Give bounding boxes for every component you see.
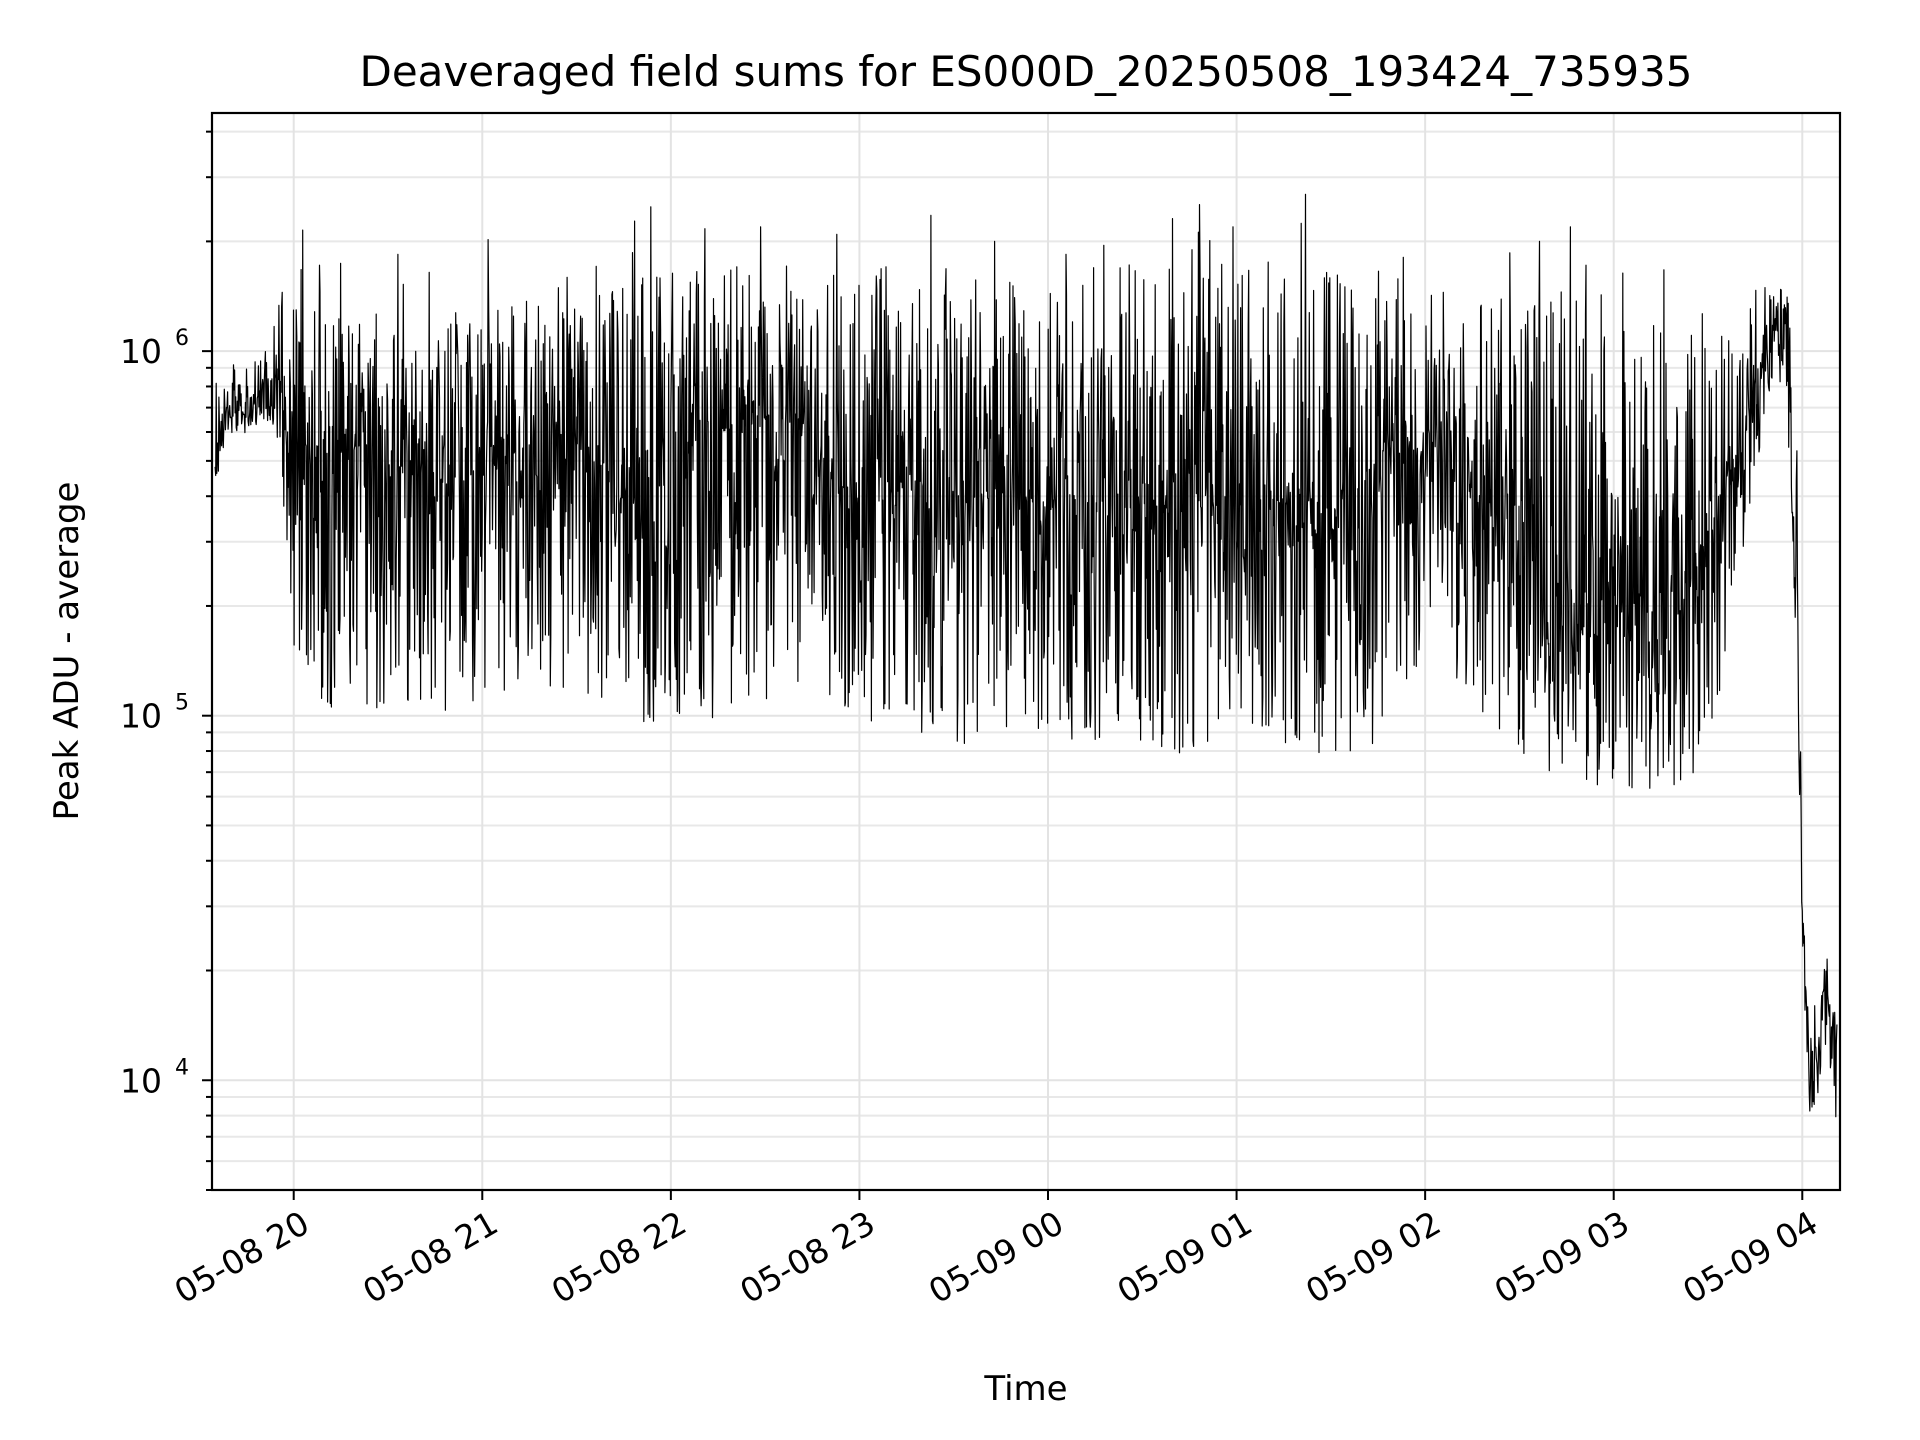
y-tick-exponent: 6: [175, 326, 189, 351]
x-tick-label: 05-09 03: [1488, 1203, 1636, 1311]
y-tick-label: 10: [120, 1061, 162, 1100]
y-tick-exponent: 4: [175, 1055, 189, 1080]
x-tick-label: 05-09 04: [1676, 1203, 1824, 1311]
y-axis-label: Peak ADU - average: [47, 482, 87, 821]
chart-title: Deaveraged field sums for ES000D_2025050…: [360, 47, 1693, 96]
x-tick-label: 05-08 21: [356, 1203, 504, 1311]
y-tick-label: 10: [120, 697, 162, 736]
y-tick-exponent: 5: [175, 691, 189, 716]
plot-frame: [210, 111, 1842, 1192]
series-line-peak-adu: [214, 193, 1838, 1118]
x-tick-label: 05-08 22: [545, 1203, 693, 1311]
x-tick-label: 05-09 00: [922, 1203, 1070, 1311]
gridlines: [212, 113, 1840, 1191]
x-axis-label: Time: [983, 1369, 1067, 1409]
x-tick-label: 05-08 20: [168, 1203, 316, 1311]
y-tick-label: 10: [120, 332, 162, 371]
x-tick-label: 05-08 23: [733, 1203, 881, 1311]
y-axis-ticks: 10 4 10 5 10 6: [120, 130, 212, 1191]
x-tick-label: 05-09 01: [1111, 1203, 1259, 1311]
x-tick-label: 05-09 02: [1299, 1203, 1447, 1311]
x-axis-ticks: 05-08 20 05-08 21 05-08 22 05-08 23 05-09 00…: [168, 1190, 1824, 1311]
